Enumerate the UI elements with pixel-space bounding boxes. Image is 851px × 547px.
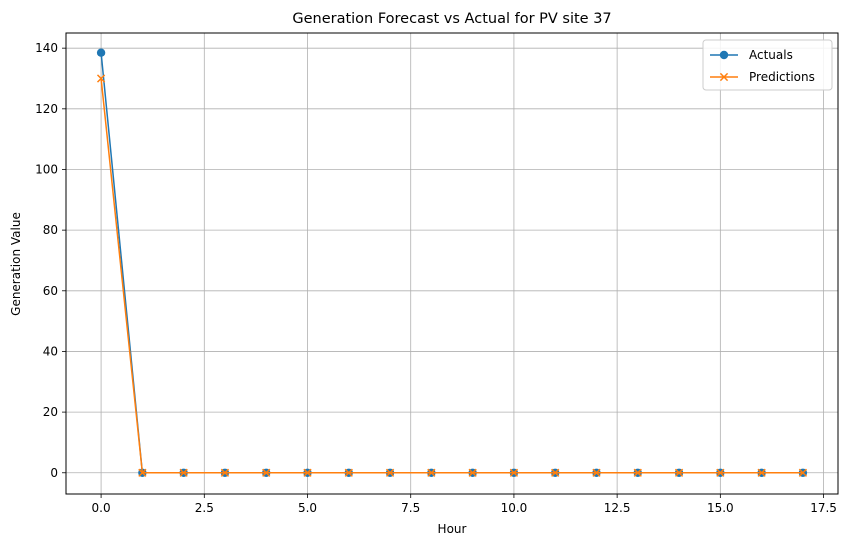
y-axis: 0 20 40 60 80 100 120 140 — [35, 41, 66, 480]
y-tick-label: 60 — [43, 284, 58, 298]
x-tick-label: 0.0 — [92, 501, 111, 515]
y-tick-label: 120 — [35, 102, 58, 116]
data-point — [262, 468, 271, 477]
data-point — [179, 468, 188, 477]
data-point — [96, 48, 106, 57]
data-point — [220, 468, 230, 477]
y-tick-label: 100 — [35, 162, 58, 176]
legend-item: Predictions — [710, 70, 815, 84]
x-axis-label: Hour — [438, 522, 467, 536]
series-line — [100, 78, 803, 474]
data-point — [757, 468, 766, 477]
data-point — [344, 468, 353, 477]
legend-item: Actuals — [710, 48, 793, 62]
plot-frame — [65, 32, 839, 495]
y-axis-label: Generation Value — [9, 212, 23, 316]
plot-area — [96, 48, 808, 477]
y-tick-label: 80 — [43, 223, 58, 237]
data-point — [592, 468, 601, 477]
y-tick-label: 40 — [43, 344, 58, 358]
x-tick-label: 10.0 — [501, 501, 528, 515]
y-tick-label: 140 — [35, 41, 58, 55]
data-point — [96, 74, 106, 83]
legend-label: Predictions — [749, 70, 815, 84]
x-tick-label: 2.5 — [195, 501, 214, 515]
grid — [66, 33, 838, 494]
x-tick-label: 17.5 — [810, 501, 837, 515]
x-tick-label: 15.0 — [707, 501, 734, 515]
series-line — [100, 52, 803, 474]
data-point — [303, 468, 312, 477]
data-point — [674, 468, 684, 477]
series-predictions — [96, 74, 808, 477]
data-point — [468, 468, 477, 477]
data-point — [551, 468, 560, 477]
series-actuals — [96, 48, 808, 477]
data-point — [138, 468, 147, 477]
x-tick-label: 5.0 — [298, 501, 317, 515]
x-axis: 0.0 2.5 5.0 7.5 10.0 12.5 15.0 17.5 — [92, 494, 837, 515]
x-tick-label: 7.5 — [401, 501, 420, 515]
x-tick-label: 12.5 — [604, 501, 631, 515]
y-tick-label: 0 — [50, 466, 58, 480]
legend-marker — [719, 50, 729, 60]
y-tick-label: 20 — [43, 405, 58, 419]
legend: Actuals Predictions — [702, 39, 833, 91]
data-point — [633, 468, 642, 477]
legend-marker — [719, 72, 729, 82]
legend-label: Actuals — [749, 48, 793, 62]
data-point — [427, 468, 436, 477]
data-point — [716, 468, 725, 477]
data-point — [385, 468, 395, 477]
data-point — [509, 468, 519, 477]
data-point — [798, 468, 808, 477]
chart-title: Generation Forecast vs Actual for PV sit… — [292, 11, 611, 27]
